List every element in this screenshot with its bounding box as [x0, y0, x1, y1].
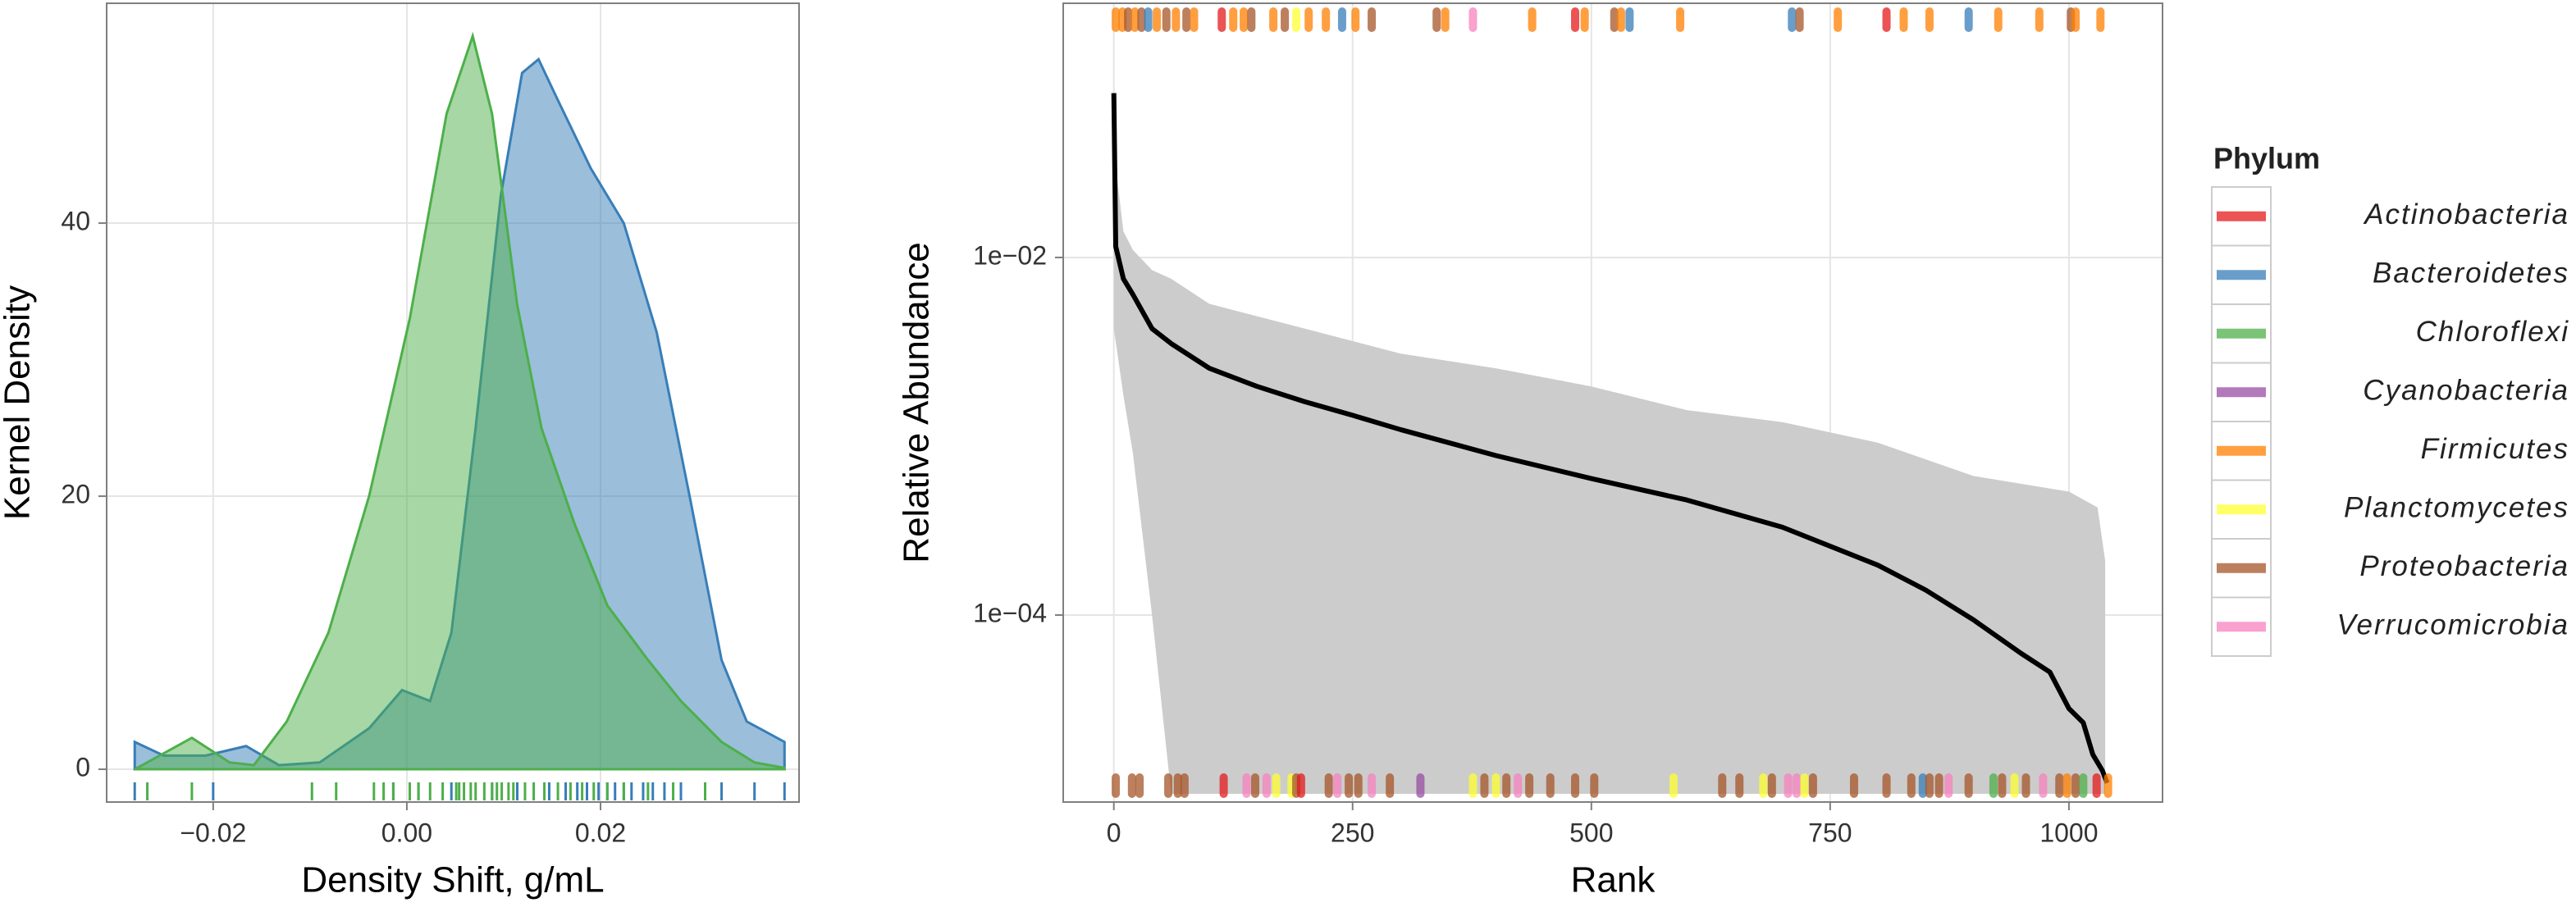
- x-tick-label: 500: [1569, 818, 1613, 847]
- range-band: [1113, 149, 2106, 795]
- x-tick-label: 0: [1107, 818, 1121, 847]
- legend-title: Phylum: [2213, 142, 2320, 175]
- legend-label: Planctomycetes: [2344, 492, 2569, 524]
- y-tick-label: 40: [61, 207, 90, 236]
- y-axis-title: Relative Abundance: [897, 242, 937, 563]
- x-tick-label: −0.02: [180, 818, 246, 847]
- x-tick-label: 0.02: [575, 818, 626, 847]
- y-axis-title: Kernel Density: [0, 285, 38, 520]
- x-axis-title: Density Shift, g/mL: [301, 860, 604, 900]
- density-area: [134, 31, 786, 771]
- y-tick-label: 20: [61, 480, 90, 509]
- legend-label: Actinobacteria: [2363, 198, 2569, 230]
- y-tick-label: 0: [75, 752, 90, 782]
- panel-border: [1062, 2, 2163, 803]
- legend-label: Bacteroidetes: [2373, 258, 2569, 289]
- legend-label: Cyanobacteria: [2363, 375, 2569, 407]
- x-tick-label: 750: [1808, 818, 1852, 847]
- x-tick-label: 1000: [2039, 818, 2098, 847]
- panel-border: [106, 2, 800, 803]
- x-axis-title: Rank: [1571, 860, 1656, 900]
- legend-label: Verrucomicrobia: [2336, 609, 2569, 641]
- x-tick-label: 250: [1331, 818, 1374, 847]
- legend-label: Chloroflexi: [2416, 316, 2569, 348]
- y-tick-label: 1e−02: [973, 240, 1047, 270]
- legend-label: Firmicutes: [2421, 433, 2569, 465]
- y-tick-label: 1e−04: [973, 598, 1047, 627]
- legend-label: Proteobacteria: [2359, 550, 2569, 582]
- x-tick-label: 0.00: [381, 818, 432, 847]
- median-line: [1111, 93, 2110, 784]
